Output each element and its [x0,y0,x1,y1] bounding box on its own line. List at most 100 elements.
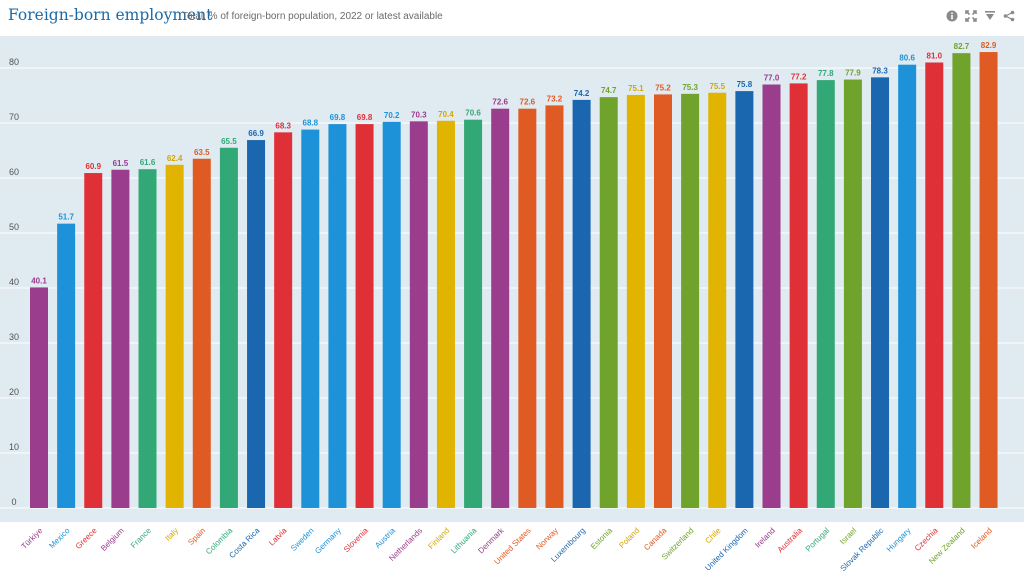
x-tick-label: Chile [703,526,723,546]
bar [219,147,238,508]
bar [925,62,944,508]
x-axis-area [0,522,1024,576]
bar-value-label: 70.6 [465,109,481,118]
bar-value-label: 61.5 [113,159,129,168]
download-icon[interactable] [983,9,997,23]
bar [599,97,618,509]
x-tick-label: Poland [617,526,641,550]
x-tick-label: Germany [313,526,343,556]
y-tick-label: 70 [9,112,19,122]
x-tick-label: Canada [642,526,669,553]
bar-value-label: 72.6 [492,98,508,107]
bar [138,169,157,508]
bar-value-label: 73.2 [547,94,563,103]
bar-value-label: 77.0 [764,74,780,83]
x-tick-label: Lithuania [449,526,479,556]
info-icon[interactable] [945,9,959,23]
y-tick-label: 10 [9,442,19,452]
bar [436,120,455,509]
x-tick-label: Türkiye [19,526,44,551]
x-tick-label: Sweden [289,526,316,553]
bar [382,121,401,509]
bar [572,99,591,509]
bar [735,91,754,508]
y-tick-label: 20 [9,387,19,397]
bar [762,84,781,508]
x-tick-label: Portugal [804,526,832,554]
x-tick-label: Mexico [47,526,72,551]
bar-value-label: 61.6 [140,158,156,167]
bar-value-label: 62.4 [167,154,183,163]
bar-value-label: 77.9 [845,69,861,78]
x-tick-label: Czechia [913,526,940,553]
bar [301,129,320,508]
bar [952,53,971,509]
value-labels: 40.1 51.7 60.9 61.5 61.6 62.4 63.5 65.5 66.9 68.3… [31,41,997,285]
y-tick-label: 0 [11,497,16,507]
bar [84,173,103,509]
x-tick-label: Austria [373,526,397,550]
bar [464,119,483,508]
bar [789,83,808,509]
bar-value-label: 82.7 [954,42,970,51]
bar-value-label: 75.5 [709,82,725,91]
bar-value-label: 80.6 [899,54,915,63]
x-tick-label: France [129,526,153,550]
bar [681,93,700,508]
bar [247,140,266,509]
bar-value-label: 70.3 [411,110,427,119]
bar-value-label: 60.9 [85,162,101,171]
bar [409,121,428,508]
bar [328,124,347,508]
chart-subtitle: Total, % of foreign-born population, 202… [182,11,443,22]
bar-value-label: 69.8 [330,113,346,122]
bar [708,92,727,508]
chart-title: Foreign-born employment [8,6,213,24]
chart-toolbar [945,9,1016,23]
bar [111,169,130,508]
x-tick-label: Belgium [99,526,126,553]
bar [355,124,374,508]
x-tick-label: Hungary [885,526,913,554]
x-tick-label: Ireland [753,526,777,550]
bar-value-label: 75.8 [737,80,753,89]
bar [57,223,76,508]
share-icon[interactable] [1002,9,1016,23]
bar-value-label: 68.8 [303,119,319,128]
x-tick-label: Estonia [589,526,615,552]
bar-value-label: 66.9 [248,129,264,138]
bar [491,108,510,508]
bar [518,108,537,508]
bar-value-label: 77.2 [791,72,807,81]
bar [545,105,564,509]
bar-value-label: 75.3 [682,83,698,92]
bar [843,79,862,509]
bar-value-label: 74.7 [601,86,617,95]
bar-value-label: 69.8 [357,113,373,122]
bar [274,132,293,508]
bar-value-label: 77.8 [818,69,834,78]
bars [30,52,998,509]
fullscreen-icon[interactable] [964,9,978,23]
y-tick-label: 40 [9,277,19,287]
bar [898,64,917,508]
y-tick-label: 50 [9,222,19,232]
y-tick-label: 80 [9,57,19,67]
x-tick-label: Australia [776,526,805,555]
bar-value-label: 63.5 [194,148,210,157]
y-axis-ticks: 0 10 20 30 40 50 60 70 80 [9,57,19,507]
x-tick-label: Israel [838,526,858,546]
bar-value-label: 68.3 [275,121,291,130]
bar-value-label: 72.6 [520,98,536,107]
bar [653,94,672,509]
y-tick-label: 30 [9,332,19,342]
bar-value-label: 51.7 [58,213,74,222]
bar-value-label: 81.0 [927,52,943,61]
bar-value-label: 70.4 [438,110,454,119]
bar [979,52,998,509]
bar-value-label: 75.2 [655,83,671,92]
bar [816,80,835,508]
bar-value-label: 78.3 [872,66,888,75]
x-tick-label: Iceland [969,526,994,551]
x-tick-label: Slovenia [342,526,370,554]
